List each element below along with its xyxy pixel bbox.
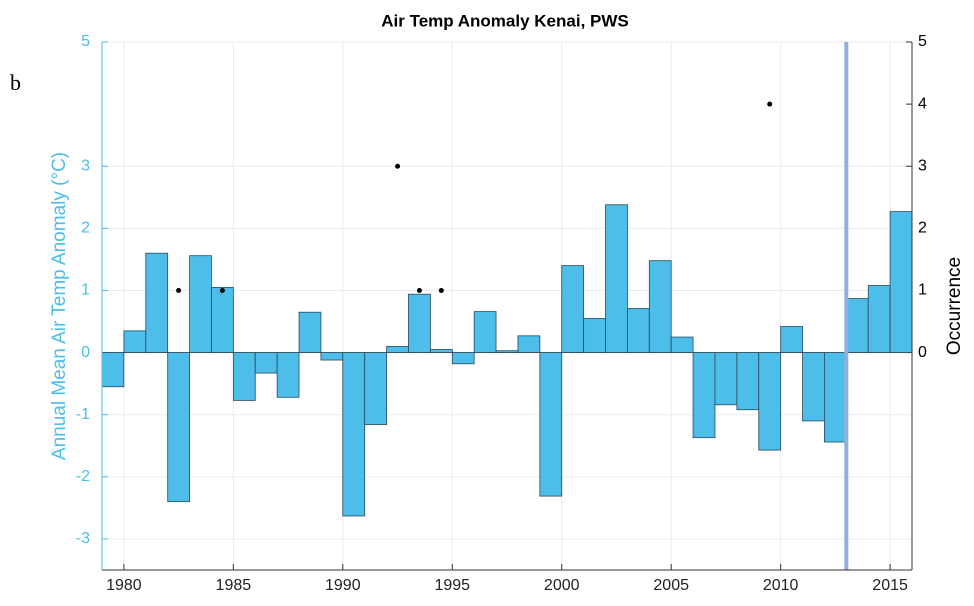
bar [648, 260, 672, 353]
y-tick-label: -1 [76, 406, 90, 423]
y-tick-label: -2 [76, 468, 90, 485]
bar [736, 352, 760, 411]
bar [123, 330, 147, 353]
point [438, 287, 444, 293]
y2-tick-label: 5 [918, 33, 927, 50]
panel-label: b [10, 70, 21, 95]
y2-tick-label: 4 [918, 95, 927, 112]
y-tick-label: 3 [81, 157, 90, 174]
bar [802, 352, 825, 422]
x-tick-label: 2015 [872, 577, 908, 594]
bar [254, 352, 278, 374]
point [176, 287, 182, 293]
chart-title: Air Temp Anomaly Kenai, PWS [381, 11, 629, 30]
y-tick-label: 2 [81, 220, 90, 237]
x-tick-label: 2005 [653, 577, 689, 594]
bar [276, 352, 300, 398]
bar [670, 336, 694, 353]
x-tick-label: 1990 [325, 577, 361, 594]
y2-tick-label: 3 [918, 157, 927, 174]
point [219, 287, 225, 293]
bar [714, 352, 738, 406]
bar [758, 352, 782, 451]
bar [429, 349, 453, 353]
bar [211, 286, 234, 353]
bar [780, 326, 803, 353]
bar [451, 352, 475, 365]
x-tick-label: 2010 [763, 577, 799, 594]
x-tick-label: 1995 [434, 577, 470, 594]
bar [605, 204, 628, 353]
x-tick-label: 1985 [216, 577, 252, 594]
y-tick-label: 5 [81, 33, 90, 50]
y-axis-label: Annual Mean Air Temp Anomaly (°C) [49, 152, 70, 460]
y-tick-label: -3 [76, 530, 90, 547]
point [395, 163, 401, 169]
point [767, 101, 773, 107]
bar [692, 352, 716, 439]
point [416, 287, 422, 293]
bar [145, 252, 169, 353]
y-tick-label: 1 [81, 282, 90, 299]
bar [101, 352, 125, 388]
y2-axis-label: Occurrence [944, 257, 965, 355]
y2-tick-label: 0 [918, 344, 927, 361]
bar [517, 335, 541, 353]
bar [561, 265, 585, 353]
bar [232, 352, 256, 401]
bar [583, 318, 606, 353]
bar [167, 352, 190, 503]
bar [889, 211, 913, 353]
bar [386, 345, 409, 353]
bar [627, 308, 650, 353]
y2-tick-label: 1 [918, 282, 927, 299]
bar [539, 352, 563, 497]
bar [298, 311, 322, 353]
bar [342, 352, 366, 517]
bar [473, 311, 497, 353]
bar [867, 285, 891, 353]
bar [845, 298, 869, 353]
x-tick-label: 1980 [106, 577, 142, 594]
y-tick-label: 0 [81, 344, 90, 361]
bar [189, 255, 212, 353]
y2-tick-label: 2 [918, 220, 927, 237]
bar [408, 293, 431, 353]
x-tick-label: 2000 [544, 577, 580, 594]
bar [364, 352, 387, 426]
bar [320, 352, 344, 361]
bar [824, 352, 847, 443]
